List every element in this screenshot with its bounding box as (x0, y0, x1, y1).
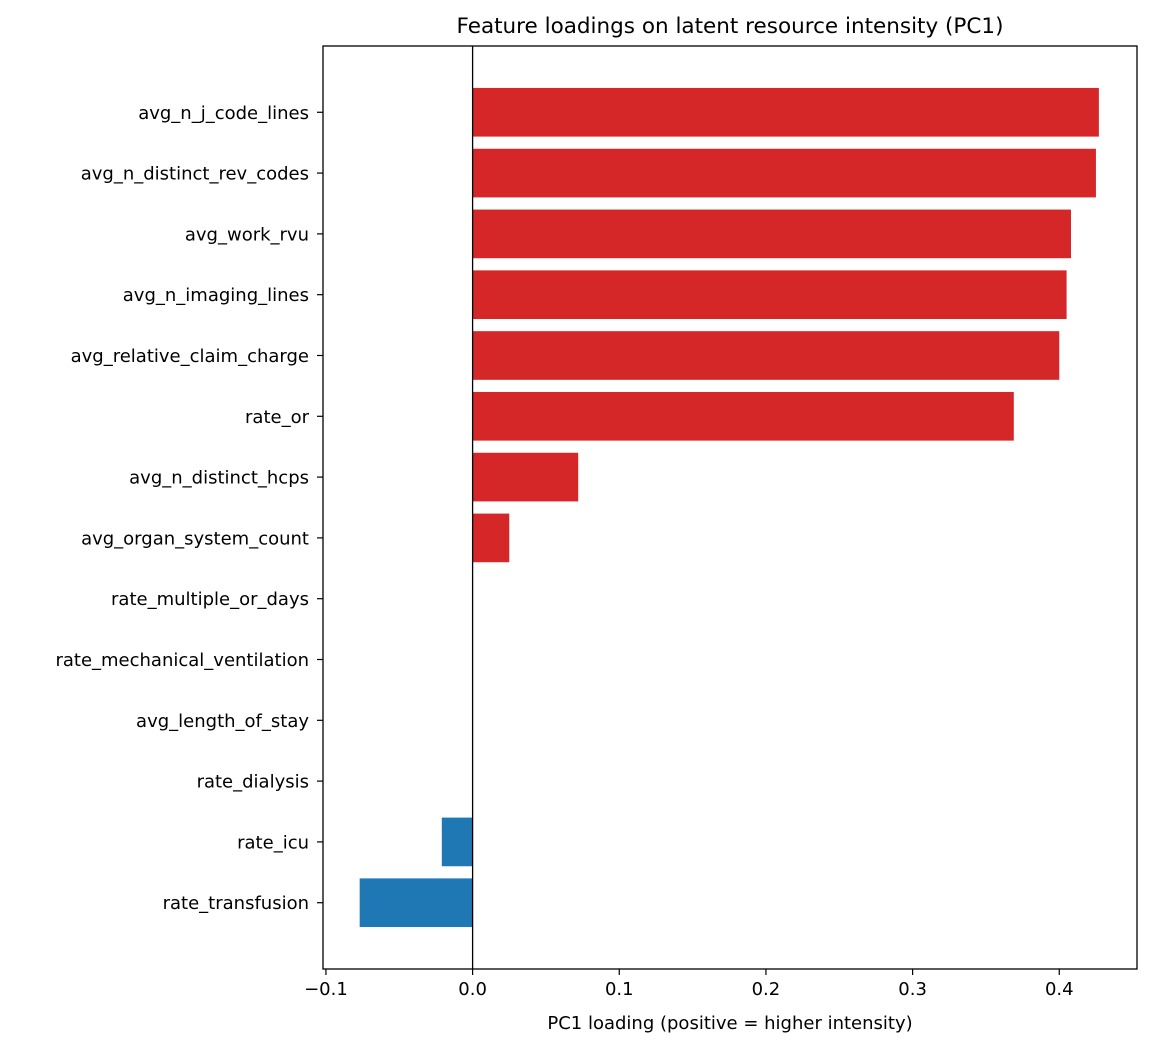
bar-avg_n_imaging_lines (472, 270, 1067, 320)
y-tick-label: avg_length_of_stay (136, 711, 309, 732)
y-tick-label: avg_relative_claim_charge (71, 346, 309, 367)
y-tick-label: avg_n_j_code_lines (138, 103, 309, 124)
bar-avg_n_distinct_hcps (472, 452, 579, 502)
chart-title: Feature loadings on latent resource inte… (457, 14, 1004, 39)
y-tick-label: rate_or (245, 407, 310, 428)
y-tick-label: rate_dialysis (197, 772, 309, 793)
y-tick-label: avg_n_imaging_lines (123, 285, 309, 306)
x-tick-label: 0.4 (1045, 979, 1074, 1000)
bar-rate_transfusion (359, 878, 473, 928)
bar-avg_organ_system_count (472, 513, 510, 563)
x-tick-label: 0.2 (752, 979, 781, 1000)
y-tick-label: avg_organ_system_count (81, 528, 309, 549)
x-axis-label: PC1 loading (positive = higher intensity… (547, 1013, 912, 1034)
bar-avg_n_distinct_rev_codes (472, 148, 1096, 198)
y-tick-label: avg_n_distinct_hcps (129, 468, 309, 489)
bar-rate_or (472, 391, 1014, 441)
y-tick-label: avg_work_rvu (185, 224, 309, 245)
y-tick-label: rate_mechanical_ventilation (55, 650, 309, 671)
bar-avg_relative_claim_charge (472, 331, 1060, 380)
x-tick-label: −0.1 (304, 979, 348, 1000)
bar-avg_work_rvu (472, 209, 1072, 259)
bar-avg_n_j_code_lines (472, 87, 1099, 137)
x-tick-label: 0.0 (458, 979, 487, 1000)
x-tick-label: 0.3 (898, 979, 927, 1000)
y-tick-label: avg_n_distinct_rev_codes (81, 164, 309, 185)
y-tick-label: rate_multiple_or_days (111, 589, 309, 610)
plot-frame (322, 45, 1138, 970)
y-tick-label: rate_transfusion (163, 893, 309, 914)
bar-rate_icu (441, 817, 473, 867)
y-tick-label: rate_icu (237, 832, 309, 853)
x-tick-label: 0.1 (605, 979, 634, 1000)
